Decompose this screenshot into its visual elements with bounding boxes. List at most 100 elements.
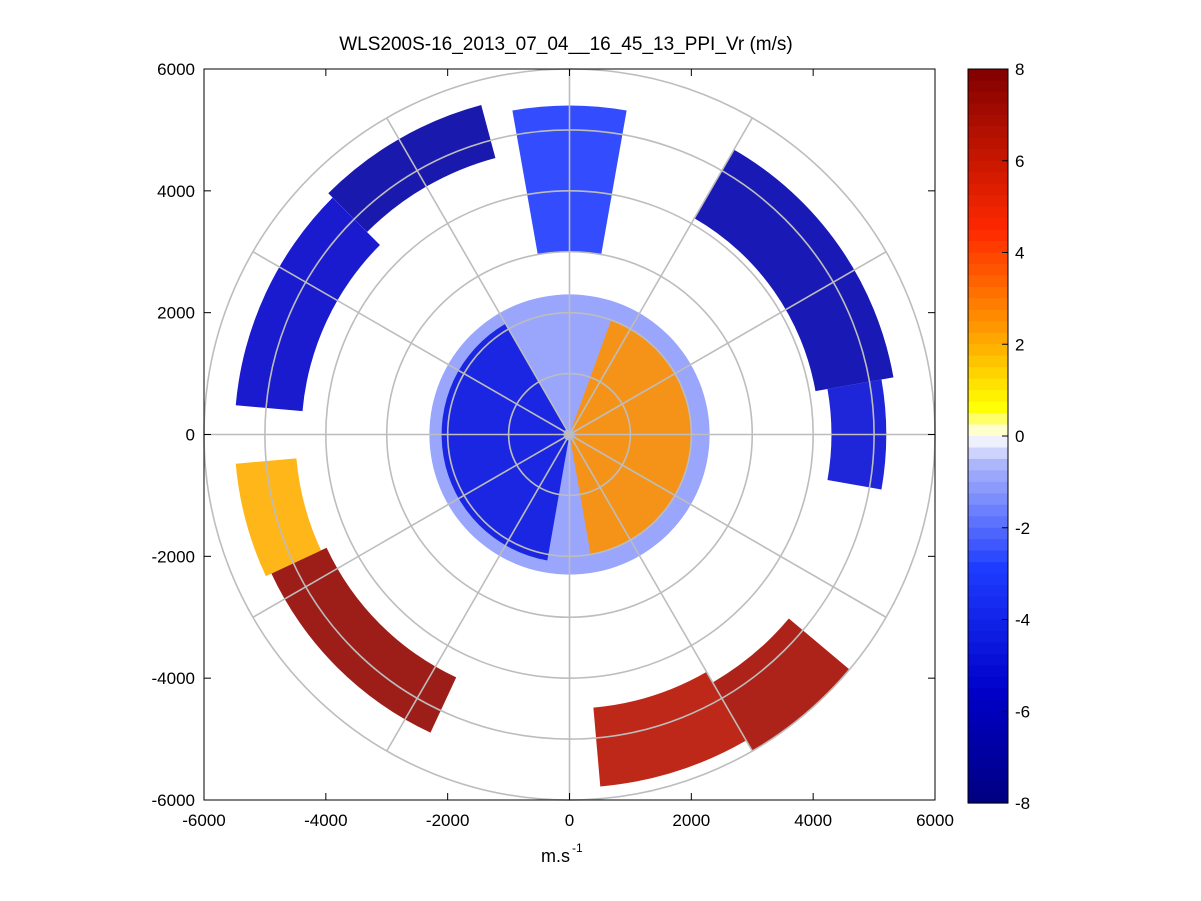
colorbar-step [968, 608, 1008, 621]
colorbar-step [968, 344, 1008, 357]
colorbar-step [968, 355, 1008, 368]
colorbar-step [968, 321, 1008, 334]
y-tick-label: 4000 [157, 182, 195, 201]
colorbar-step [968, 413, 1008, 426]
colorbar-step [968, 630, 1008, 644]
colorbar-step [968, 676, 1008, 689]
colorbar-step [968, 585, 1008, 598]
colorbar-step [968, 573, 1008, 586]
x-tick-label: -4000 [304, 811, 347, 830]
x-tick-label: -6000 [182, 811, 225, 830]
colorbar-tick-label: 2 [1015, 335, 1024, 354]
y-tick-label: 6000 [157, 60, 195, 79]
colorbar-step [968, 390, 1008, 403]
colorbar-tick-label: -6 [1015, 702, 1030, 721]
velocity-sector [593, 671, 747, 787]
colorbar-step [968, 80, 1008, 93]
colorbar-step [968, 493, 1008, 506]
colorbar-step [968, 206, 1008, 219]
radial-spoke [568, 434, 753, 752]
colorbar-step [968, 780, 1008, 793]
colorbar-step [968, 172, 1008, 185]
colorbar-step [968, 791, 1008, 804]
colorbar-step [968, 436, 1008, 449]
colorbar-step [968, 619, 1008, 632]
radial-spoke [252, 251, 570, 436]
colorbar-tick-label: 0 [1015, 427, 1024, 446]
colorbar-step [968, 103, 1008, 116]
colorbar-step [968, 596, 1008, 609]
colorbar-step [968, 722, 1008, 735]
velocity-sector [694, 149, 894, 392]
colorbar-step [968, 160, 1008, 173]
colorbar-step [968, 91, 1008, 105]
colorbar-tick-label: -2 [1015, 519, 1030, 538]
colorbar-step [968, 114, 1008, 127]
colorbar-step [968, 424, 1008, 437]
x-tick-label: 2000 [672, 811, 710, 830]
colorbar-step [968, 504, 1008, 517]
colorbar-step [968, 653, 1008, 666]
x-tick-label: 0 [565, 811, 574, 830]
y-tick-label: 0 [186, 426, 195, 445]
colorbar-step [968, 183, 1008, 196]
radial-spoke [252, 433, 570, 618]
velocity-sector [712, 618, 850, 752]
colorbar-step [968, 757, 1008, 770]
colorbar-step [968, 149, 1008, 162]
colorbar-ticks: 8 6 4 2 0 -2 -4 -6 -8 [1002, 60, 1030, 813]
colorbar-step [968, 229, 1008, 242]
colorbar-tick-label: 8 [1015, 60, 1024, 79]
y-tick-label: -2000 [152, 547, 195, 566]
y-tick-label: -4000 [152, 669, 195, 688]
colorbar-step [968, 562, 1008, 575]
colorbar-step [968, 768, 1008, 781]
colorbar-step [968, 137, 1008, 150]
colorbar-tick-label: -8 [1015, 794, 1030, 813]
colorbar-step [968, 332, 1008, 345]
velocity-sector [271, 547, 457, 733]
plot-area: -6000 -4000 -2000 0 2000 4000 6000 6000 4000 2000… [152, 60, 954, 830]
radial-spoke [386, 117, 571, 435]
colorbar-step [968, 378, 1008, 391]
colorbar-step [968, 688, 1008, 701]
colorbar-step [968, 195, 1008, 208]
radial-spoke [568, 117, 753, 435]
radial-spoke [569, 251, 887, 436]
colorbar-step [968, 401, 1008, 414]
x-tick-label: -2000 [426, 811, 469, 830]
x-tick-label: 4000 [794, 811, 832, 830]
colorbar-step [968, 745, 1008, 758]
colorbar-step [968, 470, 1008, 483]
colorbar-step [968, 481, 1008, 494]
colorbar-step [968, 527, 1008, 540]
x-tick-label: 6000 [916, 811, 954, 830]
colorbar-step [968, 275, 1008, 288]
colorbar-step [968, 298, 1008, 311]
colorbar-step [968, 550, 1008, 563]
colorbar-tick-label: 4 [1015, 244, 1024, 263]
colorbar-step [968, 286, 1008, 299]
colorbar-step [968, 458, 1008, 472]
colorbar: 8 6 4 2 0 -2 -4 -6 -8 [967, 60, 1030, 813]
y-tick-label: -6000 [152, 791, 195, 810]
colorbar-step [968, 447, 1008, 460]
colorbar-step [968, 218, 1008, 231]
colorbar-step [968, 241, 1008, 254]
colorbar-step [968, 516, 1008, 529]
colorbar-step [968, 69, 1008, 82]
colorbar-step [968, 711, 1008, 724]
chart-title: WLS200S-16_2013_07_04__16_45_13_PPI_Vr (… [339, 34, 793, 55]
colorbar-step [968, 539, 1008, 552]
colorbar-step [968, 699, 1008, 712]
radial-spoke [386, 434, 571, 752]
radial-spoke [569, 433, 887, 618]
x-axis-label-base: m.s [541, 846, 570, 866]
colorbar-step [968, 734, 1008, 747]
axis-ticks: -6000 -4000 -2000 0 2000 4000 6000 6000 4000 2000… [152, 60, 954, 830]
colorbar-tick-label: 6 [1015, 152, 1024, 171]
colorbar-tick-label: -4 [1015, 611, 1030, 630]
colorbar-step [968, 263, 1008, 277]
y-tick-label: 2000 [157, 304, 195, 323]
